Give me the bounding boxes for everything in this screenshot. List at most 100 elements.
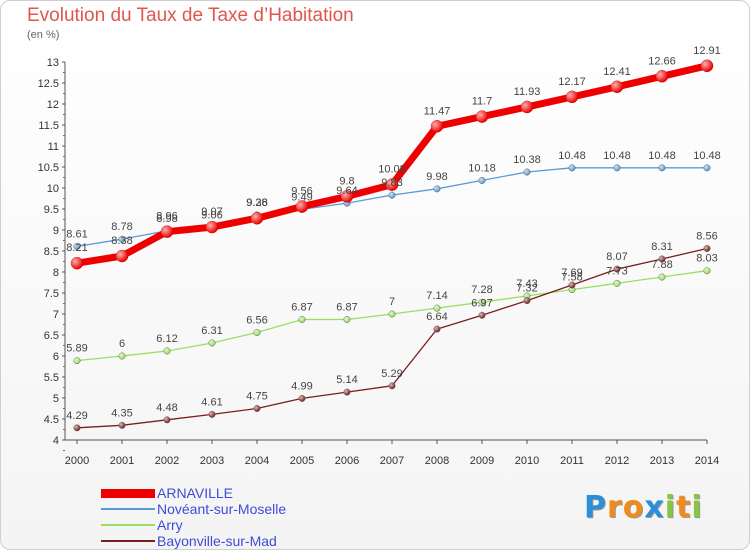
data-point-highlight [613,164,621,172]
data-point-highlight [161,225,173,238]
data-label: 7.88 [651,259,672,271]
data-label: 8.96 [156,211,177,223]
data-label: 7.28 [471,284,492,296]
data-label: 12.66 [648,55,676,67]
y-tick-label: 8 [53,267,59,279]
data-point-highlight [611,80,623,93]
x-tick-label: 2004 [245,455,269,467]
y-tick-label: 9 [53,225,59,237]
data-point-highlight [163,416,171,424]
data-point-highlight [298,395,306,402]
y-tick-label: 13 [47,57,59,69]
data-label: 12.17 [558,76,586,88]
data-point-highlight [566,90,578,103]
data-point-highlight [568,164,576,172]
data-point-highlight [73,243,81,250]
data-label: 9.98 [426,171,447,183]
y-tick-label: 7 [53,309,59,321]
data-point-highlight [476,110,488,123]
logo-letter: P [584,490,607,525]
data-point-highlight [341,190,353,203]
x-tick-label: 2002 [155,455,179,467]
x-tick-label: 2014 [695,455,719,467]
data-point-highlight [206,221,218,234]
data-point-highlight [73,424,81,432]
data-label: 8.61 [66,228,87,240]
x-tick-label: 2007 [380,455,404,467]
y-tick-label: 7.5 [44,288,59,300]
data-point-highlight [388,310,396,318]
data-point-highlight [433,325,441,333]
data-label: 4.35 [111,407,132,419]
y-unit-label: (en %) [27,29,60,41]
y-tick-label: 5.5 [44,372,59,384]
data-point-highlight [658,273,666,281]
x-tick-label: 2006 [335,455,359,467]
data-point-highlight [523,297,531,304]
x-tick-label: 2000 [65,455,89,467]
data-label: 10.48 [693,150,721,162]
data-label: 7.69 [561,267,582,279]
y-tick-label: 11 [48,141,59,153]
data-label: 6.87 [336,301,357,313]
data-label: 9.06 [201,209,222,221]
data-label: 4.75 [246,391,267,403]
x-tick-label: 2011 [560,455,584,467]
data-label: 5.14 [336,374,357,386]
data-point-highlight [386,178,398,191]
logo-letter: o [622,490,645,525]
data-point-highlight [703,245,711,252]
data-point-highlight [521,100,533,113]
data-label: 4.48 [156,402,177,414]
logo-letter: x [644,490,665,525]
y-tick-label: 5 [53,393,59,405]
data-point-highlight [71,257,83,270]
legend-swatch [101,524,155,526]
data-point-highlight [118,236,126,243]
x-tick-label: 2013 [650,455,674,467]
data-label: 11.47 [424,105,451,117]
data-label: 12.91 [693,45,721,57]
data-label: 9.28 [246,197,267,209]
data-point-highlight [388,191,396,199]
data-point-highlight [523,168,531,176]
data-label: 4.61 [201,396,222,408]
data-point-highlight [703,267,711,274]
data-label: 6.31 [201,325,222,337]
y-tick-label: 4.5 [44,414,59,426]
data-label: 5.29 [381,368,402,380]
legend-item: Arry [101,517,286,533]
x-tick-label: 2001 [110,455,134,467]
y-tick-label: 10.5 [38,162,59,174]
data-label: 10.08 [378,164,406,176]
chart-title: Evolution du Taux de Taxe d’Habitation [27,5,354,26]
data-label: 10.48 [558,150,586,162]
data-label: 4.99 [291,380,312,392]
data-label: 8.56 [696,230,717,242]
x-tick-label: 2005 [290,455,314,467]
data-point-highlight [478,177,486,184]
y-tick-label: 4 [53,435,59,447]
data-label: 7.58 [561,272,582,284]
y-tick-label: 10 [47,183,59,195]
data-point-highlight [478,312,486,319]
data-label: 7.43 [516,278,537,290]
data-point-highlight [658,164,666,172]
data-point-highlight [208,411,216,418]
x-tick-label: 2010 [515,455,539,467]
data-point-highlight [701,59,713,72]
data-label: 6.56 [246,314,267,326]
data-label: 8.31 [651,241,672,253]
data-point-highlight [208,339,216,347]
data-label: 5.89 [66,343,87,355]
data-point-highlight [163,347,171,355]
legend-item: ARNAVILLE [101,485,286,501]
data-label: 11.7 [472,96,493,108]
data-point-highlight [116,250,128,263]
legend-swatch [101,508,155,510]
logo-letter: i [691,490,703,525]
data-label: 6.12 [156,333,177,345]
legend-item: Bayonville-sur-Mad [101,533,286,549]
data-label: 10.48 [603,150,631,162]
